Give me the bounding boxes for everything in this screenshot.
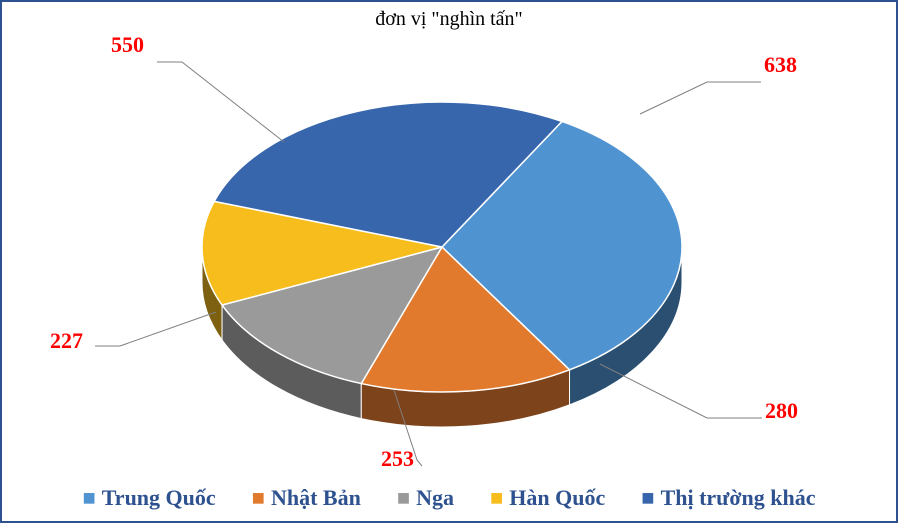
legend-label: Nhật Bản xyxy=(271,485,361,511)
data-label: 227 xyxy=(50,328,83,354)
legend-marker-icon: ■ xyxy=(252,485,265,511)
legend-label: Thị trường khác xyxy=(661,485,816,511)
legend-label: Hàn Quốc xyxy=(509,485,605,511)
legend: ■ Trung Quốc ■ Nhật Bản ■ Nga ■ Hàn Quốc… xyxy=(2,485,896,511)
data-label: 280 xyxy=(765,398,798,424)
legend-item: ■ Nga xyxy=(397,485,454,511)
legend-item: ■ Hàn Quốc xyxy=(490,485,605,511)
legend-item: ■ Trung Quốc xyxy=(82,485,215,511)
data-label: 638 xyxy=(764,52,797,78)
legend-label: Trung Quốc xyxy=(102,485,216,511)
legend-marker-icon: ■ xyxy=(82,485,95,511)
chart-frame: đơn vị "nghìn tấn" 638 280 253 227 550 ■… xyxy=(0,0,898,523)
legend-item: ■ Thị trường khác xyxy=(641,485,815,511)
legend-marker-icon: ■ xyxy=(641,485,654,511)
legend-marker-icon: ■ xyxy=(397,485,410,511)
pie-chart xyxy=(2,2,896,521)
legend-item: ■ Nhật Bản xyxy=(252,485,361,511)
legend-label: Nga xyxy=(416,485,454,511)
data-label: 550 xyxy=(111,32,144,58)
leader-lines xyxy=(2,2,900,525)
legend-marker-icon: ■ xyxy=(490,485,503,511)
data-label: 253 xyxy=(381,446,414,472)
